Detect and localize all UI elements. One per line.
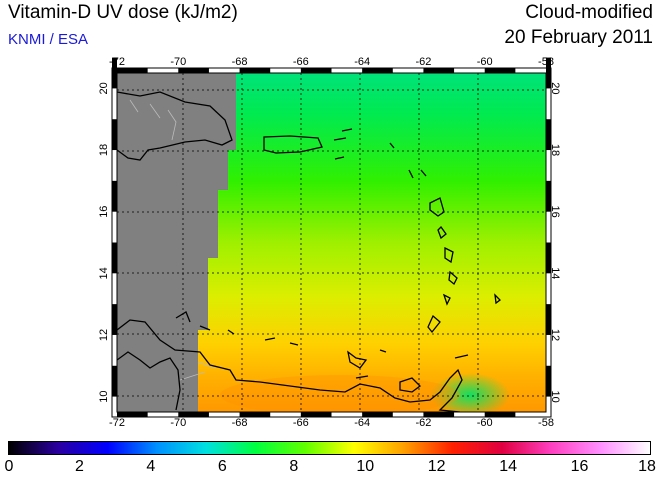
lat-tick-label: 20 xyxy=(549,82,561,94)
colorbar-tick-label: 8 xyxy=(289,458,299,475)
product-label: Cloud-modified xyxy=(525,2,653,23)
uv-dose-field xyxy=(117,73,546,412)
borders xyxy=(129,99,216,381)
lat-labels-left: 10 12 14 16 18 20 xyxy=(98,82,110,402)
lon-tick-label: -58 xyxy=(538,56,554,68)
map-figure: -72 -70 -68 -66 -64 -62 -60 -58 -72 -70 -68 -66 -64… xyxy=(98,56,561,429)
lon-tick-label: -68 xyxy=(232,417,248,429)
lon-tick-label: -58 xyxy=(538,417,554,429)
colorbar-tick-label: 16 xyxy=(570,458,589,475)
lon-tick-label: -66 xyxy=(293,56,309,68)
lat-tick-label: 14 xyxy=(98,267,110,279)
colorbar-tick-label: 18 xyxy=(638,458,656,475)
map-title: Vitamin-D UV dose (kJ/m2) xyxy=(8,2,238,23)
colorbar-tick-label: 2 xyxy=(74,458,84,475)
lon-tick-label: -72 xyxy=(109,56,125,68)
lon-tick-label: -66 xyxy=(293,417,309,429)
lon-tick-label: -62 xyxy=(415,56,431,68)
date-label: 20 February 2011 xyxy=(504,27,653,48)
lat-tick-label: 12 xyxy=(98,329,110,341)
lat-tick-label: 16 xyxy=(549,206,561,218)
colorbar-tick-label: 14 xyxy=(499,458,518,475)
colorbar-tick-label: 12 xyxy=(427,458,446,475)
lat-tick-label: 10 xyxy=(98,390,110,402)
lat-tick-label: 14 xyxy=(549,267,561,279)
lat-tick-label: 18 xyxy=(98,144,110,156)
lon-tick-label: -62 xyxy=(415,417,431,429)
map-frame xyxy=(111,57,552,418)
lon-tick-label: -64 xyxy=(354,417,370,429)
lat-tick-label: 20 xyxy=(98,82,110,94)
lon-tick-label: -70 xyxy=(170,56,186,68)
colorbar-tick-label: 0 xyxy=(4,458,14,475)
lon-tick-label: -60 xyxy=(477,417,493,429)
lon-tick-label: -64 xyxy=(354,56,370,68)
colorbar xyxy=(8,441,651,455)
lon-tick-label: -72 xyxy=(109,417,125,429)
lon-labels-bottom: -72 -70 -68 -66 -64 -62 -60 -58 xyxy=(109,417,554,429)
lat-tick-label: 16 xyxy=(98,206,110,218)
lon-tick-label: -68 xyxy=(232,56,248,68)
lon-labels-top: -72 -70 -68 -66 -64 -62 -60 -58 xyxy=(109,56,554,68)
lat-tick-label: 12 xyxy=(549,329,561,341)
lat-tick-label: 18 xyxy=(549,144,561,156)
colorbar-tick-label: 6 xyxy=(217,458,227,475)
lat-tick-label: 10 xyxy=(549,390,561,402)
lon-tick-label: -60 xyxy=(477,56,493,68)
lon-tick-label: -70 xyxy=(170,417,186,429)
source-label: KNMI / ESA xyxy=(8,31,89,48)
no-data-region xyxy=(117,73,236,412)
colorbar-tick-label: 4 xyxy=(146,458,156,475)
colorbar-tick-label: 10 xyxy=(356,458,375,475)
graticule xyxy=(117,73,546,412)
lat-labels-right: 10 12 14 16 18 20 xyxy=(549,82,561,402)
coastlines xyxy=(117,91,501,412)
